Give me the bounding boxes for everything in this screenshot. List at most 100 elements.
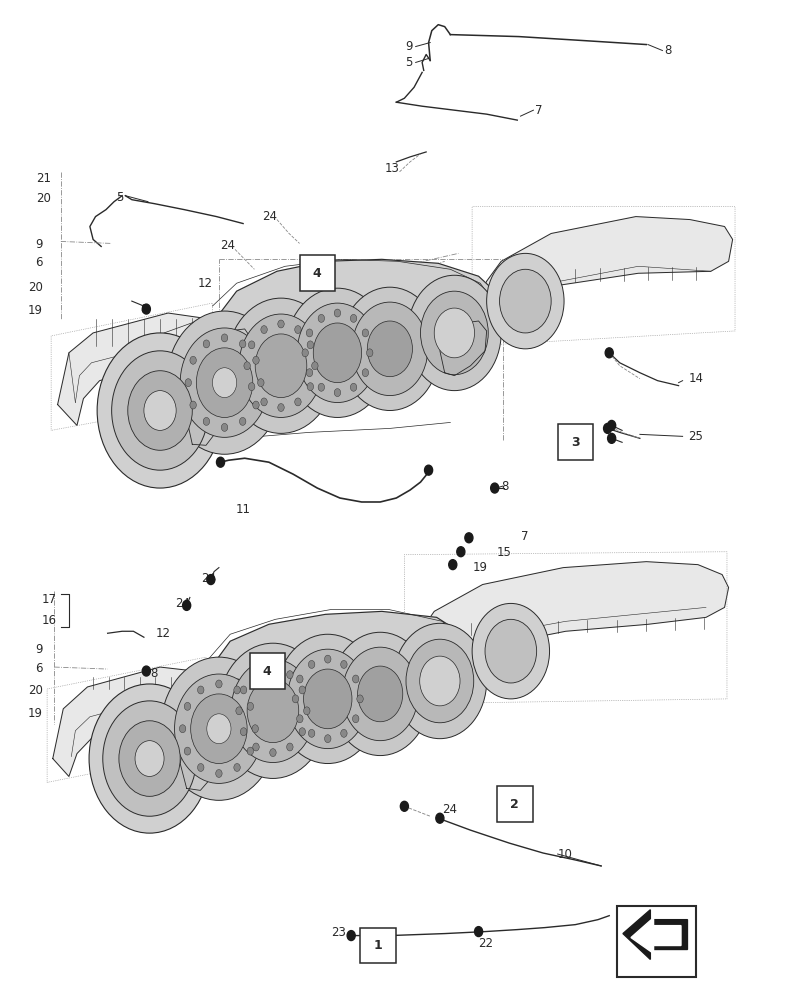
Bar <box>496 786 532 822</box>
Circle shape <box>362 369 368 377</box>
Circle shape <box>207 575 215 585</box>
Text: 2: 2 <box>510 798 518 811</box>
Circle shape <box>238 314 323 417</box>
Text: 8: 8 <box>140 303 148 316</box>
Text: 24: 24 <box>201 572 217 585</box>
Circle shape <box>407 275 500 391</box>
Circle shape <box>499 269 551 333</box>
Text: 13: 13 <box>384 162 399 175</box>
Circle shape <box>306 329 312 337</box>
Text: 19: 19 <box>472 561 487 574</box>
Circle shape <box>239 417 246 425</box>
Circle shape <box>182 600 191 610</box>
Circle shape <box>406 639 473 723</box>
Circle shape <box>340 287 440 410</box>
Text: 24: 24 <box>174 597 190 610</box>
Circle shape <box>212 368 236 398</box>
Circle shape <box>185 379 191 387</box>
Polygon shape <box>58 313 212 425</box>
Circle shape <box>297 303 377 403</box>
Circle shape <box>484 619 536 683</box>
Circle shape <box>330 632 430 756</box>
Text: 15: 15 <box>496 546 512 559</box>
Text: 7: 7 <box>520 530 527 543</box>
Circle shape <box>207 714 230 744</box>
Circle shape <box>97 333 223 488</box>
Circle shape <box>197 686 204 694</box>
Circle shape <box>303 707 310 715</box>
Circle shape <box>269 749 276 757</box>
Circle shape <box>356 695 363 703</box>
Circle shape <box>303 669 351 729</box>
Circle shape <box>251 725 258 733</box>
Circle shape <box>292 695 298 703</box>
Circle shape <box>191 694 247 764</box>
Circle shape <box>166 311 282 454</box>
Circle shape <box>277 404 284 411</box>
Text: 12: 12 <box>156 627 170 640</box>
Bar <box>616 906 696 977</box>
Circle shape <box>324 735 331 743</box>
Circle shape <box>400 801 408 811</box>
Circle shape <box>342 647 418 741</box>
Circle shape <box>341 660 346 668</box>
Circle shape <box>221 423 228 431</box>
Circle shape <box>302 349 308 357</box>
Circle shape <box>240 728 247 736</box>
Circle shape <box>111 351 208 470</box>
Circle shape <box>603 423 611 433</box>
Text: 20: 20 <box>28 281 43 294</box>
Circle shape <box>294 326 301 334</box>
Circle shape <box>216 680 222 688</box>
Circle shape <box>216 769 222 777</box>
Circle shape <box>247 702 253 710</box>
Text: 16: 16 <box>41 614 57 627</box>
Circle shape <box>230 659 315 763</box>
Circle shape <box>103 701 196 816</box>
Circle shape <box>607 433 615 443</box>
Text: 4: 4 <box>263 665 272 678</box>
Polygon shape <box>622 910 687 959</box>
Circle shape <box>234 763 240 771</box>
Circle shape <box>135 741 164 776</box>
Circle shape <box>352 715 358 723</box>
Text: 6: 6 <box>36 662 43 675</box>
Text: 4: 4 <box>312 267 321 280</box>
Text: 8: 8 <box>150 667 157 680</box>
Text: 12: 12 <box>197 277 212 290</box>
Circle shape <box>269 665 276 673</box>
Text: 6: 6 <box>36 256 43 269</box>
Circle shape <box>184 702 191 710</box>
Circle shape <box>351 302 427 396</box>
Circle shape <box>226 298 336 433</box>
Text: 24: 24 <box>262 210 277 223</box>
Circle shape <box>294 398 301 406</box>
Circle shape <box>184 747 191 755</box>
Text: 25: 25 <box>688 430 702 443</box>
Circle shape <box>218 643 328 778</box>
Polygon shape <box>474 217 732 343</box>
Circle shape <box>203 340 209 348</box>
Circle shape <box>318 314 324 322</box>
Text: 10: 10 <box>557 848 572 861</box>
Circle shape <box>490 483 498 493</box>
Circle shape <box>393 623 486 739</box>
Circle shape <box>465 533 472 543</box>
Circle shape <box>179 725 186 733</box>
Circle shape <box>350 383 356 391</box>
Text: 20: 20 <box>28 684 43 697</box>
Circle shape <box>420 291 487 375</box>
Polygon shape <box>180 679 246 790</box>
Text: 24: 24 <box>220 239 234 252</box>
Circle shape <box>419 656 460 706</box>
Circle shape <box>298 686 305 694</box>
Circle shape <box>248 383 255 391</box>
Circle shape <box>180 328 268 437</box>
Circle shape <box>252 743 259 751</box>
Circle shape <box>275 634 380 764</box>
Circle shape <box>252 356 259 364</box>
Text: 9: 9 <box>36 643 43 656</box>
Circle shape <box>89 684 210 833</box>
Circle shape <box>324 655 331 663</box>
Polygon shape <box>53 667 204 776</box>
